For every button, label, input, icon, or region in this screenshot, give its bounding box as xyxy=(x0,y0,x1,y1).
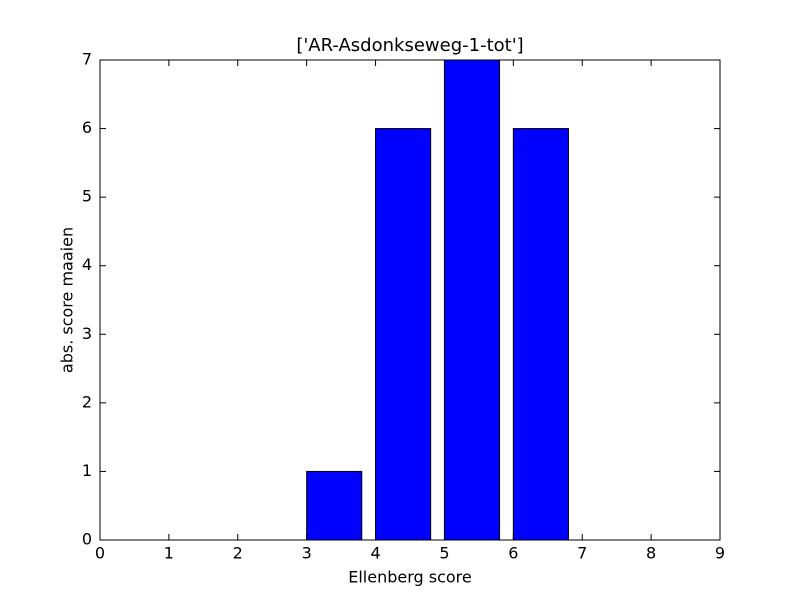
bar xyxy=(512,128,569,541)
y-tick-label: 3 xyxy=(82,324,92,343)
x-tick-label: 4 xyxy=(370,544,380,563)
y-tick-label: 1 xyxy=(82,461,92,480)
x-tick-label: 0 xyxy=(95,544,105,563)
y-tick-label: 4 xyxy=(82,255,92,274)
x-tick-label: 8 xyxy=(646,544,656,563)
x-tick-label: 5 xyxy=(439,544,449,563)
bar xyxy=(443,59,501,541)
x-tick-label: 9 xyxy=(715,544,725,563)
y-tick-label: 7 xyxy=(82,50,92,69)
bar xyxy=(306,470,363,541)
chart-title: ['AR-Asdonkseweg-1-tot'] xyxy=(296,35,523,56)
x-tick-label: 3 xyxy=(302,544,312,563)
y-tick-label: 6 xyxy=(82,118,92,137)
x-axis-label: Ellenberg score xyxy=(348,568,472,587)
x-tick-label: 2 xyxy=(233,544,243,563)
y-tick-label: 0 xyxy=(82,530,92,549)
x-tick-label: 6 xyxy=(508,544,518,563)
y-axis-label: abs. score maaien xyxy=(58,227,77,373)
plot-frame xyxy=(99,59,721,541)
x-tick-label: 7 xyxy=(577,544,587,563)
y-tick-label: 2 xyxy=(82,392,92,411)
y-tick-label: 5 xyxy=(82,187,92,206)
bar xyxy=(375,128,432,541)
x-tick-label: 1 xyxy=(164,544,174,563)
